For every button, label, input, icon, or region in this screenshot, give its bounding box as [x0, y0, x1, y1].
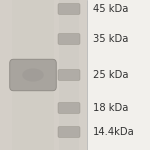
- Text: 18 kDa: 18 kDa: [93, 103, 128, 113]
- Text: 45 kDa: 45 kDa: [93, 4, 128, 14]
- Bar: [0, 0, 87, 150]
- FancyBboxPatch shape: [58, 70, 80, 80]
- Text: 14.4kDa: 14.4kDa: [93, 127, 135, 137]
- FancyBboxPatch shape: [58, 103, 80, 113]
- Bar: [87, 0, 150, 150]
- Text: 25 kDa: 25 kDa: [93, 70, 129, 80]
- Ellipse shape: [22, 68, 44, 82]
- FancyBboxPatch shape: [58, 34, 80, 44]
- FancyBboxPatch shape: [58, 127, 80, 137]
- FancyBboxPatch shape: [58, 4, 80, 14]
- Bar: [12, 0, 54, 150]
- Text: 35 kDa: 35 kDa: [93, 34, 128, 44]
- Bar: [59, 0, 79, 150]
- FancyBboxPatch shape: [10, 59, 56, 91]
